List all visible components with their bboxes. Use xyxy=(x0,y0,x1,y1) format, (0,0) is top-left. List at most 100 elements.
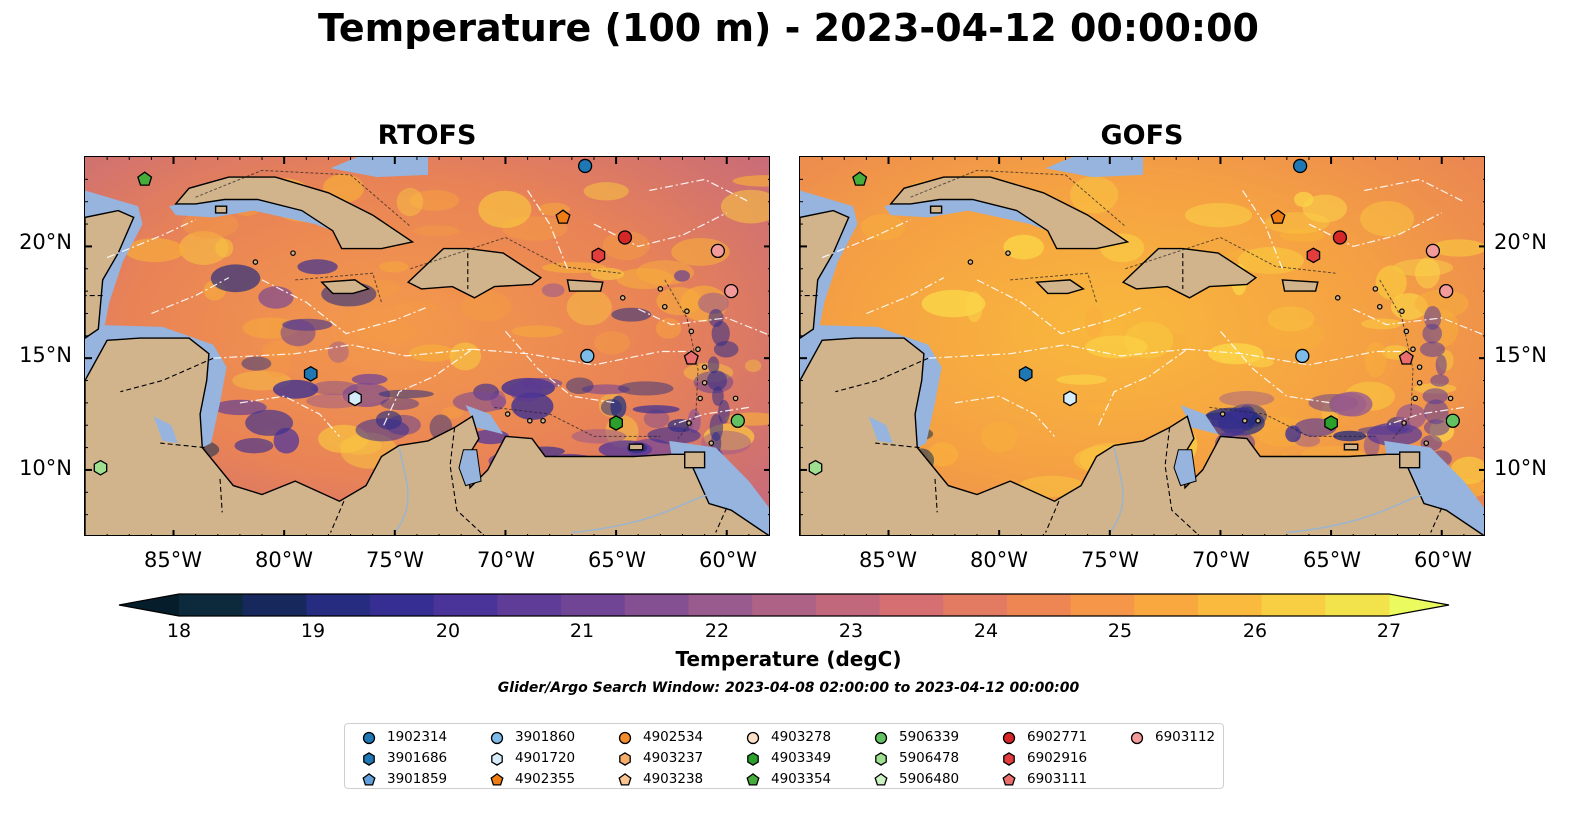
float-legend: 1902314 3901686 3901859 3901860 4901720 49023… xyxy=(344,723,1224,789)
legend-label: 4902355 xyxy=(515,771,576,787)
colorbar-segment xyxy=(370,594,435,616)
float-marker-1902314[interactable] xyxy=(1292,158,1308,174)
hexagon-marker-icon xyxy=(619,752,631,766)
legend-label: 4902534 xyxy=(643,729,704,745)
legend-marker xyxy=(875,752,887,766)
search-window-text: Glider/Argo Search Window: 2023-04-08 02… xyxy=(497,680,1080,696)
gofs-lon-label: 60°W xyxy=(1414,548,1472,572)
float-marker-3901686[interactable] xyxy=(303,365,318,382)
gofs-lon-label: 85°W xyxy=(859,548,917,572)
float-marker-6903112[interactable] xyxy=(710,243,726,259)
colorbar-tick: 25 xyxy=(1107,620,1133,642)
float-marker-4903349[interactable] xyxy=(1324,415,1338,431)
float-marker-6903112[interactable] xyxy=(724,283,739,299)
legend-label: 1902314 xyxy=(387,729,448,745)
float-marker-6902771[interactable] xyxy=(1332,230,1348,245)
colorbar-label: Temperature (degC) xyxy=(675,647,902,671)
float-marker-4902355[interactable] xyxy=(555,209,571,224)
gofs-lat-label: 10°N xyxy=(1494,456,1547,480)
legend-label: 4903349 xyxy=(771,750,832,766)
legend-label: 5906478 xyxy=(899,750,960,766)
float-marker-5906478[interactable] xyxy=(808,459,823,476)
float-marker-4903354[interactable] xyxy=(137,171,153,186)
float-marker-3901860[interactable] xyxy=(580,348,595,364)
legend-label: 3901860 xyxy=(515,729,576,745)
colorbar-segment xyxy=(752,594,817,616)
hexagon-marker-icon xyxy=(1003,752,1015,766)
pentagon-marker-icon xyxy=(746,773,760,786)
colorbar-tick: 21 xyxy=(569,620,595,642)
colorbar-segment xyxy=(306,594,371,616)
legend-marker xyxy=(363,752,375,766)
legend-marker xyxy=(490,773,504,786)
legend-label: 4903237 xyxy=(643,750,704,766)
float-marker-4903349[interactable] xyxy=(609,415,623,431)
colorbar-tick: 24 xyxy=(973,620,999,642)
hexagon-marker-icon xyxy=(747,752,759,766)
float-marker-6902771[interactable] xyxy=(617,230,633,245)
legend-marker xyxy=(1002,773,1016,786)
colorbar-segment xyxy=(879,594,944,616)
hexagon-marker-icon xyxy=(875,752,887,766)
legend-label: 6903112 xyxy=(1155,729,1216,745)
colorbar-segment xyxy=(561,594,626,616)
float-marker-1902314[interactable] xyxy=(577,158,593,174)
float-marker-6902916[interactable] xyxy=(1306,247,1321,264)
gofs-map[interactable] xyxy=(799,156,1485,536)
float-marker-5906339[interactable] xyxy=(1445,413,1460,428)
rtofs-lon-label: 80°W xyxy=(255,548,313,572)
figure-title: Temperature (100 m) - 2023-04-12 00:00:0… xyxy=(317,6,1259,50)
legend-label: 5906339 xyxy=(899,729,960,745)
legend-label: 3901686 xyxy=(387,750,448,766)
colorbar-tick: 20 xyxy=(435,620,461,642)
float-marker-4901720[interactable] xyxy=(1063,390,1077,407)
float-marker-4903354[interactable] xyxy=(852,171,868,186)
colorbar-segment xyxy=(1197,594,1263,616)
legend-label: 6902771 xyxy=(1027,729,1088,745)
float-marker-6902916[interactable] xyxy=(591,247,606,264)
float-marker-6903112[interactable] xyxy=(1439,283,1454,299)
legend-label: 3901859 xyxy=(387,771,448,787)
colorbar-tick: 27 xyxy=(1376,620,1402,642)
float-marker-6903112[interactable] xyxy=(1425,243,1441,259)
colorbar-segment xyxy=(943,594,1008,616)
rtofs-lon-label: 75°W xyxy=(366,548,424,572)
colorbar-extend-low xyxy=(119,594,179,616)
float-marker-4901720[interactable] xyxy=(348,390,362,407)
colorbar-extend-high xyxy=(1389,594,1449,616)
float-marker-5906478[interactable] xyxy=(93,459,108,476)
legend-marker xyxy=(618,773,632,786)
float-marker-3901860[interactable] xyxy=(1295,348,1310,364)
circle-marker-icon xyxy=(362,731,376,745)
float-marker-4902355[interactable] xyxy=(1270,209,1286,224)
gofs-lon-label: 70°W xyxy=(1192,548,1250,572)
rtofs-map[interactable] xyxy=(84,156,770,536)
legend-label: 4901720 xyxy=(515,750,576,766)
float-marker-6903111[interactable] xyxy=(683,350,699,365)
gofs-lon-label: 75°W xyxy=(1081,548,1139,572)
float-marker-3901686[interactable] xyxy=(1018,365,1033,382)
legend-marker xyxy=(1003,752,1015,766)
colorbar-segment xyxy=(1134,594,1199,616)
circle-marker-icon xyxy=(1002,731,1016,745)
pentagon-marker-icon xyxy=(874,773,888,786)
legend-label: 4903238 xyxy=(643,771,704,787)
legend-label: 4903278 xyxy=(771,729,832,745)
colorbar-tick: 18 xyxy=(166,620,192,642)
colorbar-segment xyxy=(179,594,244,616)
legend-marker xyxy=(619,752,631,766)
colorbar-segment xyxy=(1325,594,1390,616)
hexagon-marker-icon xyxy=(491,752,503,766)
legend-marker xyxy=(747,752,759,766)
legend-marker xyxy=(874,731,888,745)
circle-marker-icon xyxy=(1130,731,1144,745)
gofs-lon-label: 80°W xyxy=(970,548,1028,572)
float-marker-5906339[interactable] xyxy=(730,413,745,428)
colorbar-segment xyxy=(433,594,498,616)
colorbar-segment xyxy=(624,594,689,616)
gofs-panel-title: GOFS xyxy=(1100,120,1184,151)
gofs-lat-label: 15°N xyxy=(1494,343,1547,367)
gofs-lat-label: 20°N xyxy=(1494,230,1547,254)
colorbar-segment xyxy=(815,594,881,616)
float-marker-6903111[interactable] xyxy=(1398,350,1414,365)
